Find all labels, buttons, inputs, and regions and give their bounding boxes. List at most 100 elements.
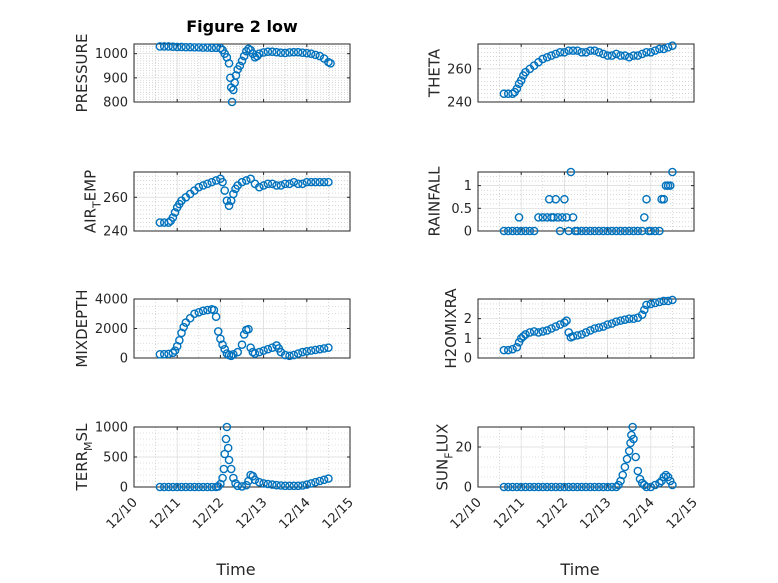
data-point — [190, 309, 199, 319]
data-point — [503, 482, 513, 492]
data-point — [237, 177, 247, 187]
data-point — [529, 327, 539, 336]
data-point — [311, 477, 320, 487]
y-tick-label: 4000 — [95, 293, 128, 308]
data-point — [586, 46, 595, 55]
data-point — [650, 480, 660, 490]
data-point — [280, 350, 290, 360]
data-point — [298, 48, 307, 58]
data-point — [233, 347, 242, 357]
data-point — [551, 194, 561, 204]
data-point — [164, 349, 173, 359]
data-point — [168, 42, 178, 51]
data-point — [194, 43, 204, 52]
data-point — [181, 482, 191, 492]
data-point — [315, 344, 325, 354]
y-axis-label: THETA — [425, 48, 443, 98]
data-point — [175, 335, 184, 345]
data-point — [633, 466, 643, 476]
data-point — [250, 475, 260, 485]
x-tick-label: 12/14 — [621, 495, 658, 532]
data-point — [235, 61, 245, 71]
data-point — [512, 482, 522, 492]
data-point — [607, 51, 617, 60]
data-point — [512, 84, 522, 94]
data-point — [229, 473, 238, 483]
data-point — [276, 48, 286, 58]
data-point — [220, 344, 230, 354]
data-point — [516, 226, 526, 236]
data-point — [172, 482, 182, 492]
data-point — [555, 226, 565, 236]
y-tick-label: 240 — [447, 96, 472, 111]
data-point — [516, 76, 526, 85]
data-point — [306, 479, 316, 488]
data-point — [155, 42, 165, 51]
y-tick-label: 240 — [103, 225, 128, 240]
data-series — [155, 305, 333, 361]
data-point — [512, 226, 522, 236]
data-point — [637, 49, 647, 59]
data-point — [577, 226, 586, 236]
data-point — [594, 226, 604, 236]
data-point — [298, 481, 307, 490]
data-point — [263, 479, 273, 489]
data-point — [547, 482, 556, 492]
data-point — [581, 328, 591, 337]
y-tick-label: 800 — [103, 96, 128, 111]
data-point — [620, 226, 630, 236]
x-tick-label: 12/12 — [534, 495, 571, 532]
data-point — [650, 298, 660, 308]
y-axis-label: RAINFALL — [425, 166, 443, 237]
data-point — [646, 299, 656, 309]
data-point — [311, 177, 320, 187]
y-tick-label: 0 — [120, 481, 128, 496]
x-tick-label: 12/13 — [233, 495, 270, 532]
x-tick-label: 12/15 — [664, 495, 701, 532]
data-point — [594, 47, 604, 57]
data-point — [220, 186, 230, 195]
data-point — [642, 47, 651, 57]
data-point — [633, 51, 643, 60]
data-point — [519, 332, 528, 341]
data-point — [280, 179, 290, 189]
data-point — [218, 340, 227, 350]
data-point — [252, 51, 262, 61]
data-point — [499, 89, 509, 99]
axes-frame — [477, 171, 695, 232]
data-point — [557, 213, 567, 222]
data-point — [267, 47, 277, 57]
x-tick-label: 12/11 — [147, 495, 184, 532]
data-point — [642, 300, 651, 310]
data-point — [254, 477, 264, 487]
data-point — [549, 213, 558, 222]
data-point — [306, 346, 316, 355]
data-point — [285, 481, 294, 491]
data-point — [218, 473, 227, 483]
data-point — [624, 226, 634, 236]
data-point — [607, 226, 617, 236]
data-point — [185, 42, 195, 52]
data-series — [155, 422, 333, 492]
data-point — [603, 226, 612, 236]
data-point — [622, 454, 632, 464]
data-series — [499, 422, 677, 492]
data-point — [203, 305, 212, 315]
data-point — [231, 71, 241, 80]
data-point — [598, 322, 608, 331]
data-point — [659, 194, 669, 204]
data-point — [272, 47, 281, 57]
y-axis-label: PRESSURE — [73, 34, 91, 113]
data-point — [229, 350, 238, 359]
data-point — [276, 481, 286, 490]
data-point — [560, 318, 569, 327]
y-tick-label: 260 — [447, 62, 472, 77]
data-point — [547, 51, 556, 60]
data-point — [250, 349, 260, 358]
data-point — [324, 474, 333, 483]
data-point — [628, 422, 637, 432]
data-point — [185, 313, 195, 323]
data-point — [181, 42, 191, 52]
